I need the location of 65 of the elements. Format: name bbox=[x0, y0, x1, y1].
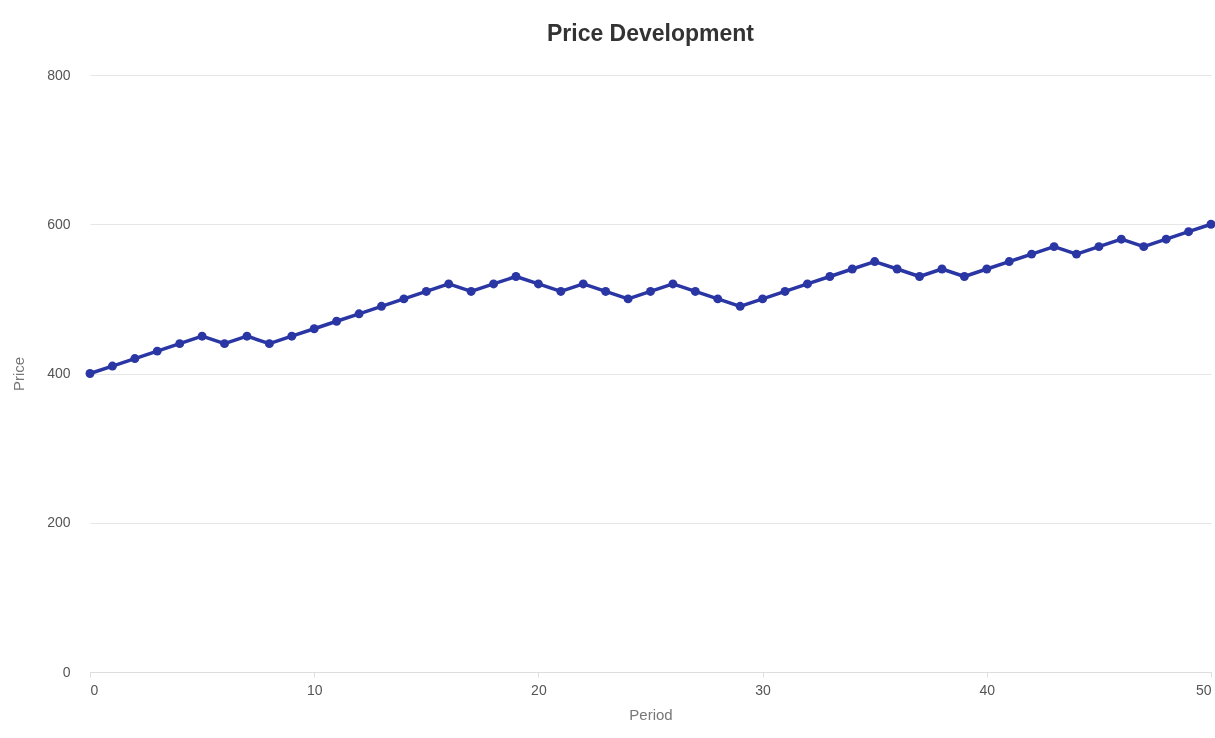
y-tick-label: 400 bbox=[47, 365, 71, 381]
point bbox=[533, 279, 543, 289]
point bbox=[780, 286, 790, 296]
point bbox=[690, 286, 700, 296]
x-tick-label: 0 bbox=[90, 681, 99, 698]
point bbox=[601, 286, 611, 296]
x-axis-title: Period bbox=[629, 705, 673, 723]
y-tick-label: 600 bbox=[47, 215, 71, 232]
point bbox=[1184, 227, 1194, 237]
x-tick-label: 30 bbox=[755, 681, 772, 698]
point bbox=[959, 272, 969, 281]
point bbox=[937, 264, 947, 274]
point bbox=[130, 354, 140, 364]
point bbox=[758, 294, 768, 304]
point bbox=[220, 339, 229, 349]
point bbox=[287, 331, 297, 341]
point bbox=[399, 294, 409, 304]
point bbox=[332, 316, 342, 326]
y-tick-label: 200 bbox=[47, 514, 71, 531]
point bbox=[1139, 242, 1149, 252]
point bbox=[802, 279, 812, 289]
point bbox=[915, 272, 925, 281]
point bbox=[847, 264, 857, 274]
point bbox=[870, 257, 880, 267]
x-tick-label: 40 bbox=[979, 681, 996, 698]
point bbox=[578, 279, 588, 289]
point bbox=[1116, 234, 1126, 244]
point bbox=[264, 339, 274, 349]
point bbox=[354, 309, 364, 319]
point bbox=[376, 301, 386, 311]
point bbox=[1004, 257, 1014, 267]
point bbox=[152, 346, 162, 356]
point bbox=[646, 286, 655, 296]
point bbox=[892, 264, 902, 274]
point bbox=[1072, 249, 1081, 259]
point bbox=[107, 361, 117, 371]
point bbox=[242, 331, 252, 341]
point bbox=[466, 286, 476, 296]
x-tick-label: 10 bbox=[306, 681, 323, 698]
y-tick-label: 800 bbox=[47, 66, 71, 83]
point bbox=[444, 279, 454, 289]
point bbox=[421, 286, 431, 296]
point bbox=[85, 369, 95, 378]
point bbox=[1161, 234, 1171, 244]
point bbox=[982, 264, 992, 274]
point bbox=[1094, 242, 1104, 252]
point bbox=[511, 272, 521, 281]
y-tick-label: 0 bbox=[62, 663, 71, 680]
y-axis-title: Price bbox=[10, 356, 28, 392]
x-tick-label: 50 bbox=[1195, 681, 1212, 698]
point bbox=[713, 294, 723, 304]
point bbox=[735, 301, 745, 311]
point bbox=[175, 339, 185, 349]
chart-title: Price Development bbox=[546, 20, 755, 46]
point bbox=[825, 272, 835, 281]
point bbox=[556, 286, 566, 296]
point bbox=[1027, 249, 1037, 259]
point bbox=[623, 294, 633, 304]
x-tick-label: 20 bbox=[531, 681, 547, 698]
point bbox=[489, 279, 499, 289]
point bbox=[309, 324, 319, 334]
point bbox=[197, 331, 207, 341]
point bbox=[1206, 219, 1215, 229]
point bbox=[1049, 242, 1059, 252]
point bbox=[668, 279, 678, 289]
